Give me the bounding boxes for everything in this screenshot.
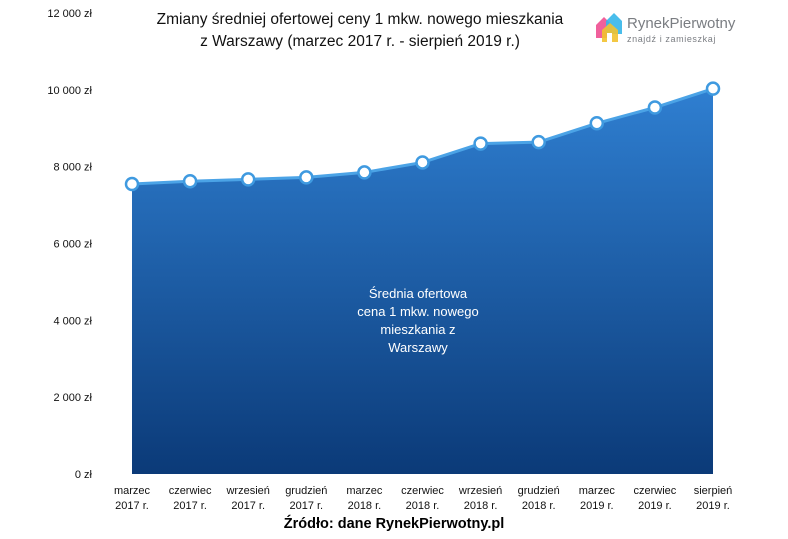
logo-tagline: znajdź i zamieszkaj: [627, 34, 716, 44]
x-tick-label: sierpień 2019 r.: [694, 485, 733, 512]
data-point-marker: [415, 155, 430, 170]
x-tick-label: grudzień 2018 r.: [518, 485, 560, 512]
chart-title-line-2: z Warszawy (marzec 2017 r. - sierpień 20…: [200, 33, 520, 50]
source-note: Źródło: dane RynekPierwotny.pl: [284, 515, 504, 532]
logo-house-icon: [596, 13, 622, 42]
x-tick-label: czerwiec 2017 r.: [169, 485, 212, 512]
plot-area: [124, 81, 721, 474]
area-label: Średnia ofertowa cena 1 mkw. nowego mieszk…: [357, 286, 478, 355]
logo: RynekPierwotny znajdź i zamieszkaj: [596, 13, 736, 44]
area-label-line: mieszkania z: [380, 322, 455, 337]
y-axis: 0 zł 2 000 zł 4 000 zł 6 000 zł 8 000 zł 10 0…: [47, 8, 92, 481]
data-point-marker: [299, 170, 314, 185]
area-label-line: Średnia ofertowa: [369, 286, 468, 301]
x-tick-label: marzec 2019 r.: [579, 485, 616, 512]
y-tick-label: 12 000 zł: [47, 8, 92, 20]
y-tick-label: 2 000 zł: [53, 392, 92, 404]
data-point-marker: [473, 136, 488, 151]
data-point-marker: [182, 174, 198, 189]
x-tick-label: wrzesień 2018 r.: [458, 485, 502, 512]
x-tick-label: czerwiec 2018 r.: [401, 485, 444, 512]
data-point-marker: [589, 116, 605, 131]
data-point-marker: [531, 134, 546, 150]
series-area: [132, 88, 713, 474]
data-point-marker: [357, 165, 372, 180]
x-tick-label: marzec 2018 r.: [346, 485, 383, 512]
y-tick-label: 0 zł: [75, 469, 93, 481]
y-tick-label: 8 000 zł: [53, 162, 92, 174]
data-point-marker: [647, 100, 663, 115]
x-tick-label: marzec 2017 r.: [114, 485, 151, 512]
x-tick-label: czerwiec 2019 r.: [634, 485, 677, 512]
chart-title-line-1: Zmiany średniej ofertowej ceny 1 mkw. no…: [157, 11, 564, 28]
y-tick-label: 10 000 zł: [47, 85, 92, 97]
x-tick-label: grudzień 2017 r.: [285, 485, 327, 512]
area-label-line: Warszawy: [388, 340, 448, 355]
area-label-line: cena 1 mkw. nowego: [357, 304, 478, 319]
x-axis: marzec 2017 r. czerwiec 2017 r. wrzesień 2017…: [114, 485, 732, 512]
data-point-marker: [240, 172, 256, 187]
logo-name: RynekPierwotny: [627, 15, 736, 32]
data-point-marker: [124, 176, 140, 192]
data-point-marker: [705, 81, 721, 96]
x-tick-label: wrzesień 2017 r.: [225, 485, 269, 512]
y-tick-label: 6 000 zł: [53, 239, 92, 251]
y-tick-label: 4 000 zł: [53, 315, 92, 327]
